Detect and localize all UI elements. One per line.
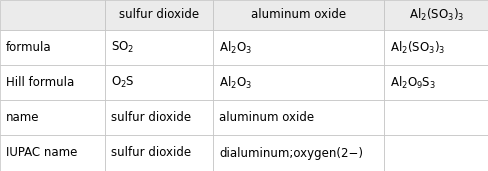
Text: sulfur dioxide: sulfur dioxide	[119, 9, 199, 22]
Bar	[0, 30, 105, 65]
Text: Al$_2$O$_9$S$_3$: Al$_2$O$_9$S$_3$	[389, 74, 435, 91]
Text: aluminum oxide: aluminum oxide	[219, 111, 313, 124]
Text: sulfur dioxide: sulfur dioxide	[111, 111, 191, 124]
Text: Al$_2$(SO$_3$)$_3$: Al$_2$(SO$_3$)$_3$	[408, 7, 463, 23]
Bar	[105, 100, 213, 135]
Bar	[213, 135, 383, 171]
Text: name: name	[6, 111, 40, 124]
Text: SO$_2$: SO$_2$	[111, 40, 134, 55]
Bar	[213, 100, 383, 135]
Bar	[213, 0, 383, 30]
Bar	[383, 30, 488, 65]
Bar	[105, 30, 213, 65]
Bar	[105, 135, 213, 171]
Bar	[383, 135, 488, 171]
Bar	[213, 65, 383, 100]
Bar	[0, 0, 105, 30]
Bar	[105, 0, 213, 30]
Bar	[383, 0, 488, 30]
Bar	[105, 65, 213, 100]
Bar	[0, 100, 105, 135]
Text: sulfur dioxide: sulfur dioxide	[111, 147, 191, 160]
Text: formula: formula	[6, 41, 52, 54]
Text: aluminum oxide: aluminum oxide	[250, 9, 346, 22]
Text: Hill formula: Hill formula	[6, 76, 74, 89]
Bar	[383, 100, 488, 135]
Text: dialuminum;oxygen(2−): dialuminum;oxygen(2−)	[219, 147, 362, 160]
Bar	[0, 65, 105, 100]
Text: IUPAC name: IUPAC name	[6, 147, 77, 160]
Bar	[383, 65, 488, 100]
Text: Al$_2$(SO$_3$)$_3$: Al$_2$(SO$_3$)$_3$	[389, 40, 445, 56]
Text: Al$_2$O$_3$: Al$_2$O$_3$	[219, 74, 251, 91]
Bar	[0, 135, 105, 171]
Text: O$_2$S: O$_2$S	[111, 75, 134, 90]
Bar	[213, 30, 383, 65]
Text: Al$_2$O$_3$: Al$_2$O$_3$	[219, 40, 251, 56]
